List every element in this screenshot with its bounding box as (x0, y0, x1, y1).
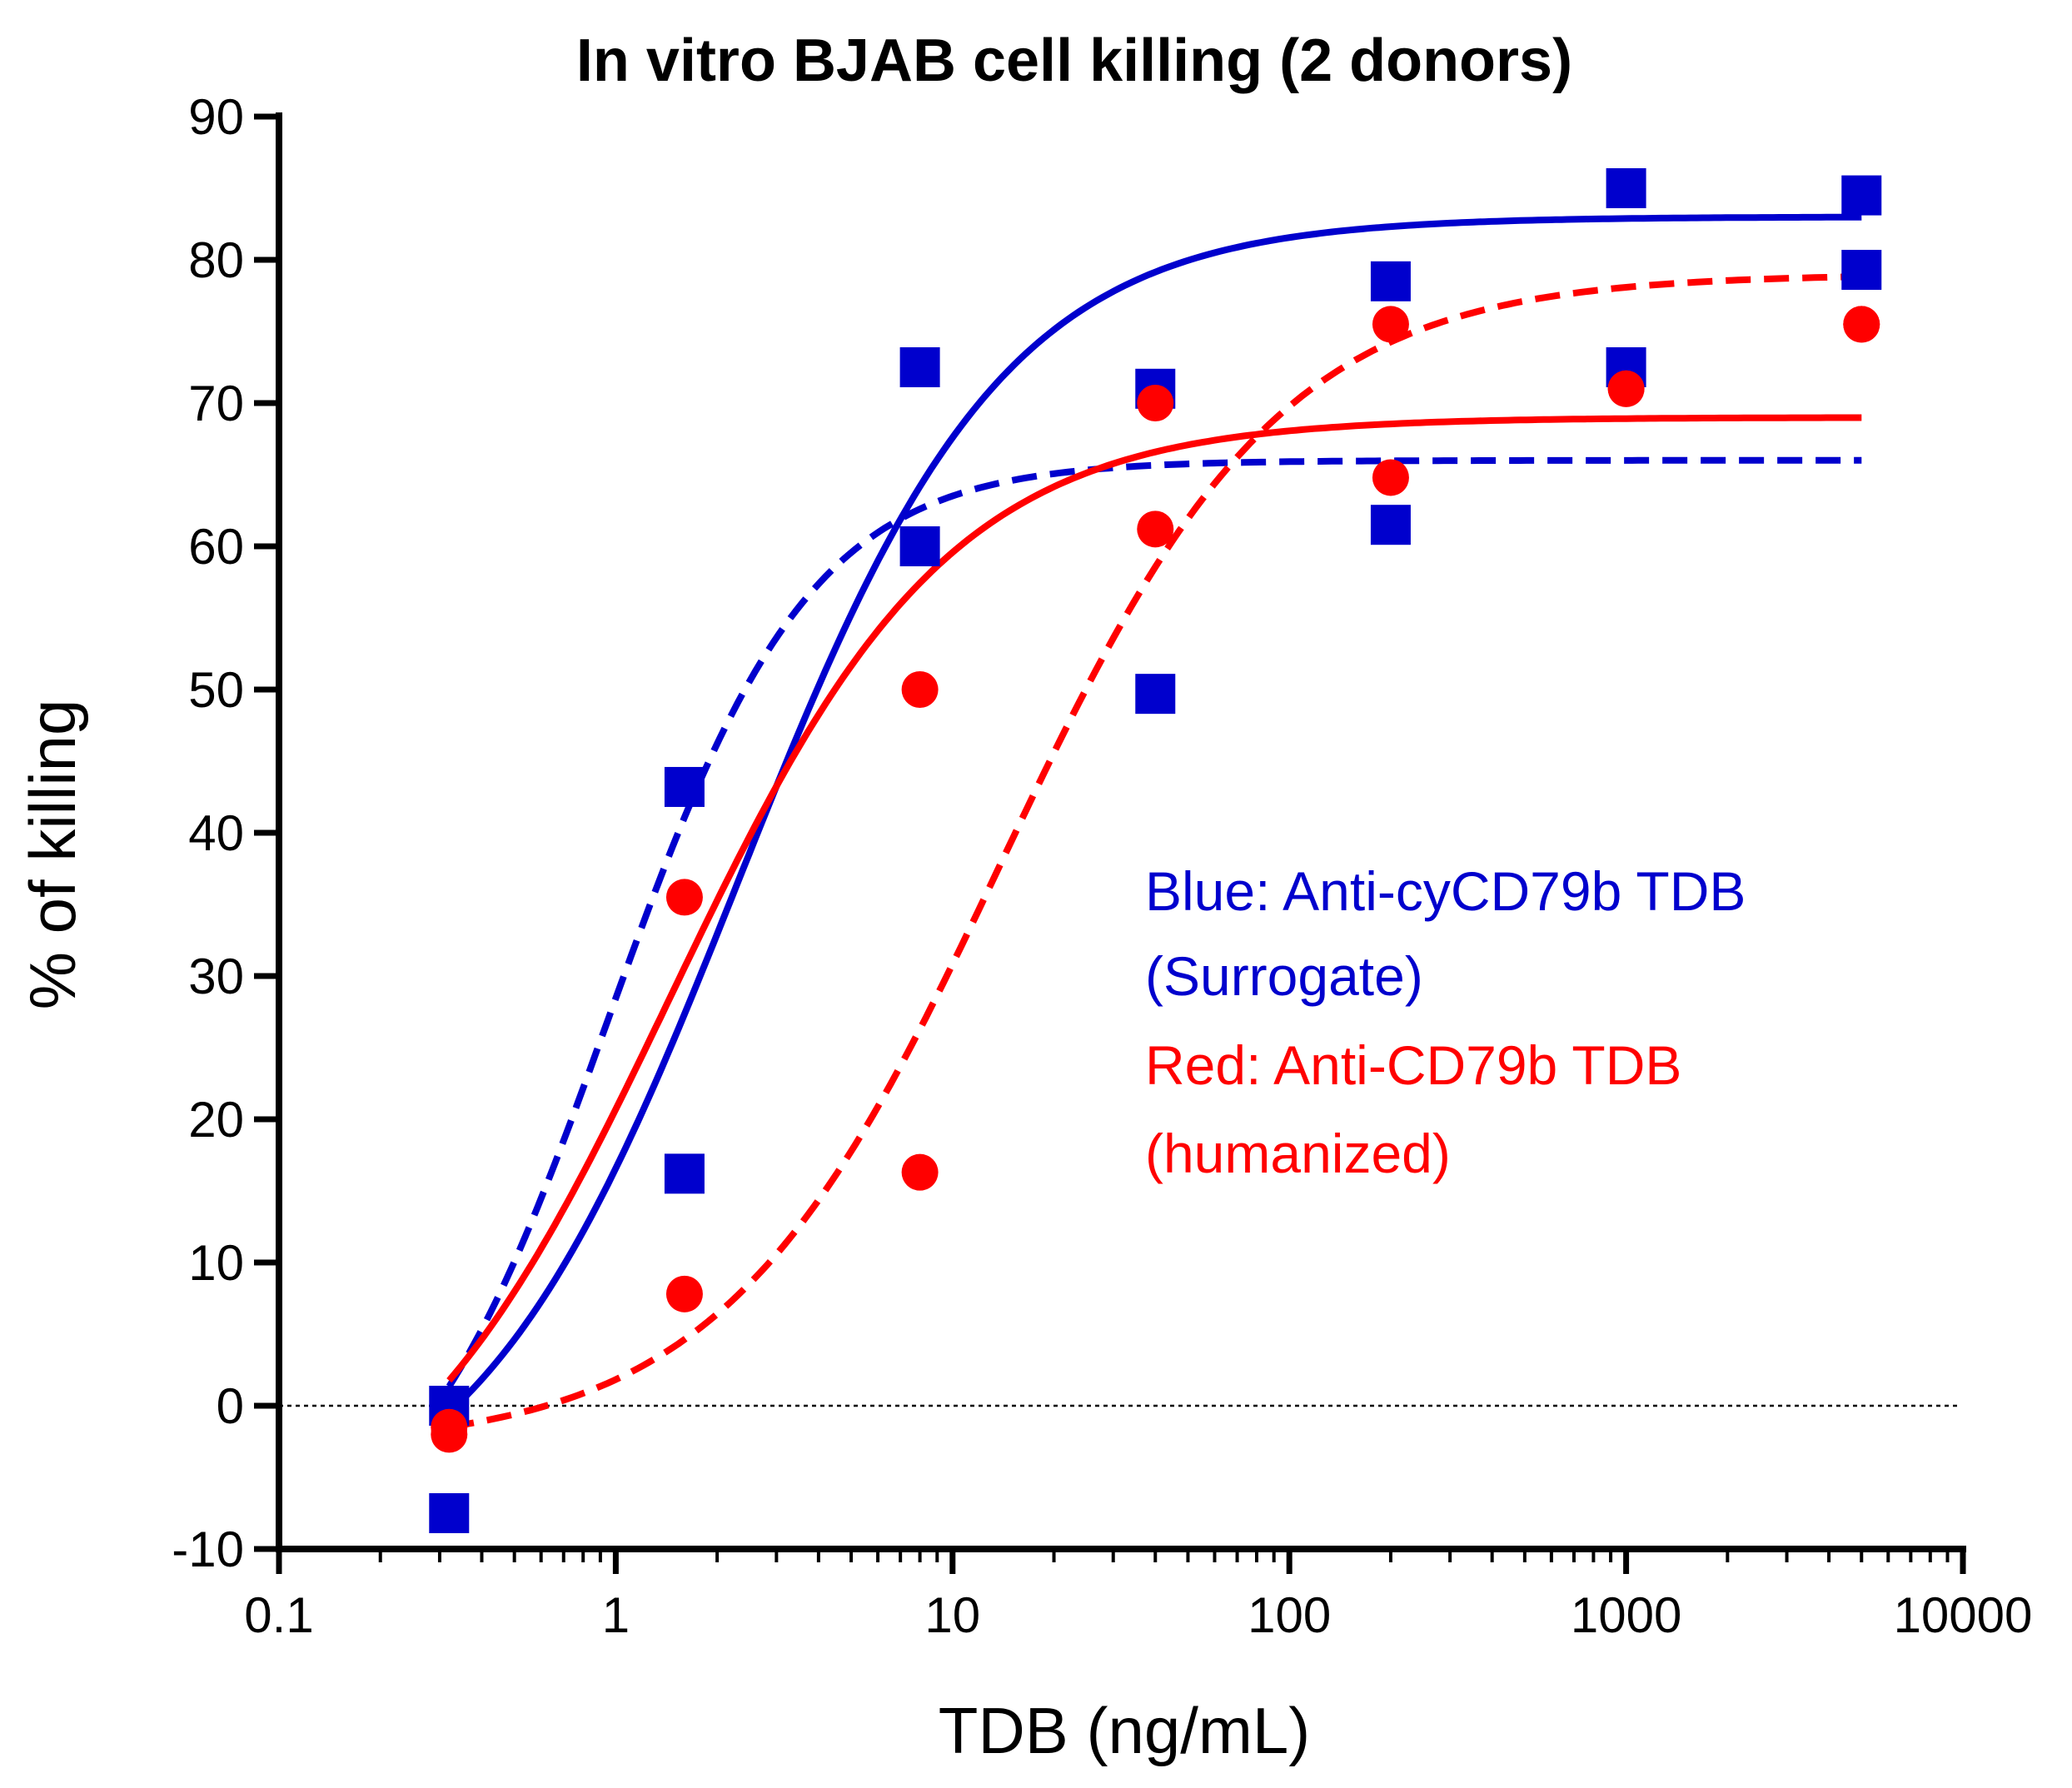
legend-red-line1: Red: Anti-CD79b TDB (1145, 1034, 1681, 1096)
circle-marker (1607, 370, 1645, 407)
fit-curves (446, 213, 1862, 1431)
fit-curve-solid (446, 414, 1862, 1383)
circle-marker (665, 1275, 703, 1312)
square-marker (1841, 250, 1882, 291)
chart-title: In vitro BJAB cell killing (2 donors) (576, 27, 1572, 94)
square-marker (1606, 168, 1646, 208)
y-tick-label: 70 (188, 376, 244, 431)
circle-marker (1843, 306, 1880, 343)
x-axis-label: TDB (ng/mL) (939, 1694, 1310, 1767)
y-tick-label: 40 (188, 805, 244, 861)
y-tick-label: 0 (217, 1378, 244, 1434)
square-marker (899, 347, 940, 387)
circle-marker (665, 879, 703, 916)
circle-marker (1372, 306, 1409, 343)
axes (254, 112, 1966, 1574)
x-tick-label: 1 (602, 1587, 630, 1643)
square-marker (899, 526, 940, 566)
y-axis-label: % of killing (16, 700, 89, 1010)
legend-red-line2: (humanized) (1145, 1123, 1451, 1184)
fit-curve-dashed (446, 456, 1862, 1388)
circle-marker (431, 1416, 468, 1453)
legend-blue-line2: (Surrogate) (1145, 945, 1423, 1007)
square-marker (429, 1493, 470, 1533)
y-tick-label: 50 (188, 662, 244, 718)
y-tick-label: -10 (172, 1522, 244, 1577)
x-tick-label: 0.1 (244, 1587, 313, 1643)
x-tick-label: 10 (924, 1587, 980, 1643)
circle-marker (901, 1153, 939, 1191)
y-tick-label: 90 (188, 89, 244, 145)
square-marker (1841, 175, 1882, 216)
y-tick-label: 80 (188, 232, 244, 288)
circle-marker (1137, 385, 1174, 421)
square-marker (1370, 261, 1411, 301)
x-tick-label: 1000 (1571, 1587, 1681, 1643)
fit-curve-dashed (448, 273, 1862, 1431)
y-tick-label: 60 (188, 519, 244, 575)
legend-blue-line1: Blue: Anti-cyCD79b TDB (1145, 860, 1746, 922)
circle-marker (1137, 511, 1174, 548)
legend-annotation: Blue: Anti-cyCD79b TDB (Surrogate) Red: … (1145, 860, 1746, 1184)
tick-labels: -10 0 10 20 30 40 50 60 70 80 90 0.1 1 10 100 1000 10000 (172, 89, 2032, 1643)
square-marker (1370, 505, 1411, 545)
y-tick-label: 20 (188, 1092, 244, 1148)
data-points (429, 168, 1882, 1533)
square-marker (664, 766, 705, 807)
square-marker (664, 1153, 705, 1194)
circle-marker (1372, 459, 1409, 496)
x-tick-label: 10000 (1894, 1587, 2033, 1643)
x-tick-label: 100 (1248, 1587, 1331, 1643)
y-tick-label: 10 (188, 1235, 244, 1291)
square-marker (1135, 674, 1176, 715)
fit-curve-solid (446, 213, 1862, 1415)
circle-marker (901, 671, 939, 708)
y-tick-label: 30 (188, 949, 244, 1004)
